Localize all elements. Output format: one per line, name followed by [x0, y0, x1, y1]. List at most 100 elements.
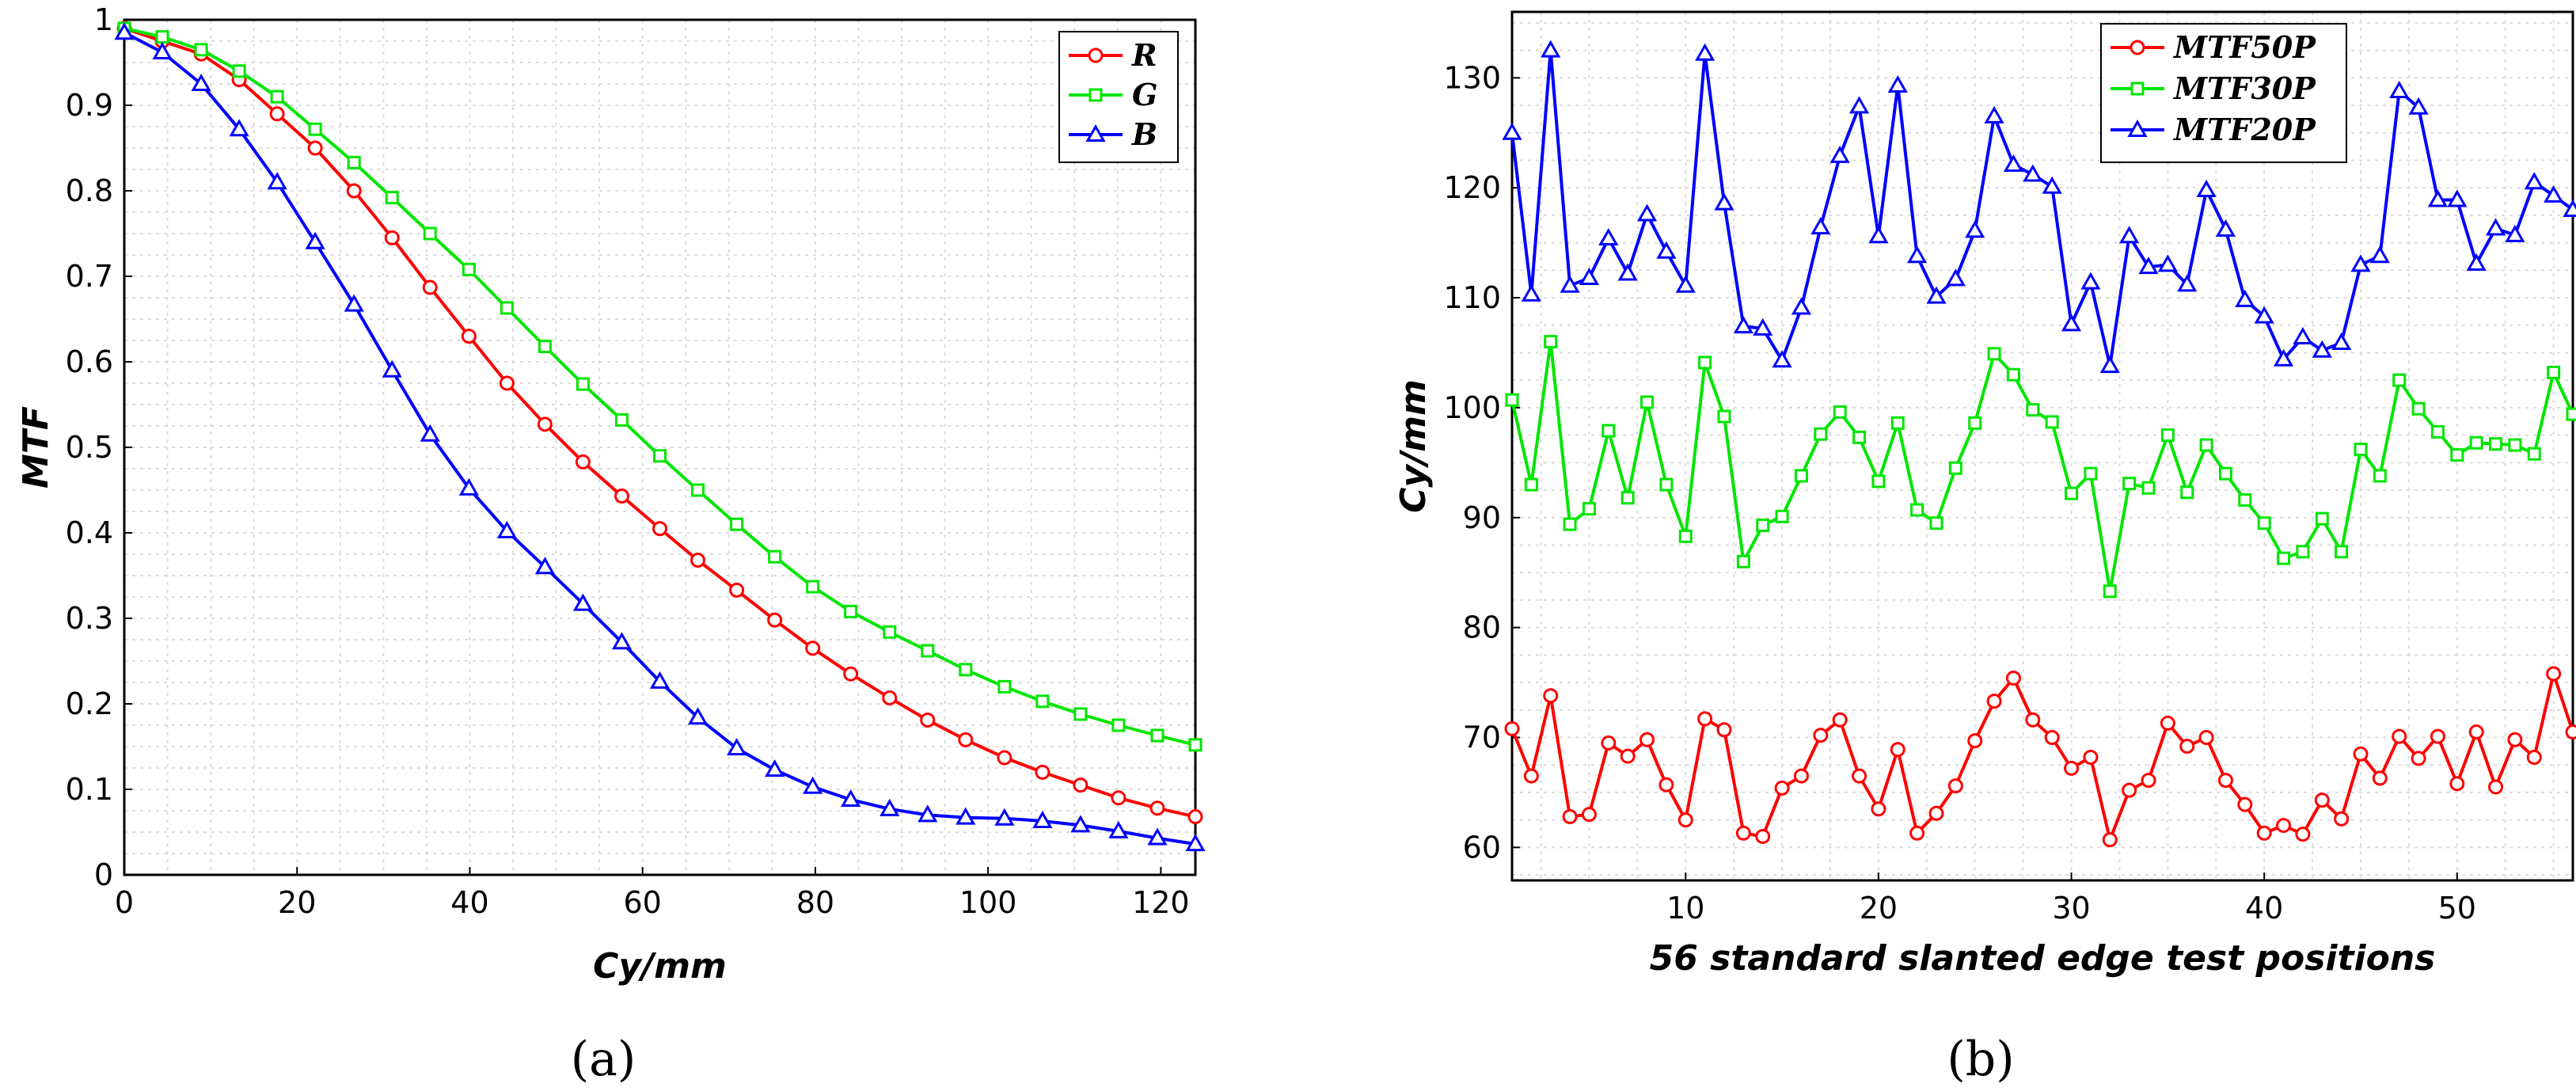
data-point-R [537, 416, 553, 432]
x-axis-label: 56 standard slanted edge test positions [1650, 938, 2436, 979]
data-point-MTF50P [1697, 711, 1713, 727]
data-point-R [422, 279, 438, 295]
data-point-MTF20P [1636, 203, 1658, 222]
data-point-MTF30P [2430, 424, 2445, 439]
data-point-MTF20P [2254, 306, 2274, 324]
data-point-MTF20P [1579, 268, 1600, 286]
data-point-MTF20P [1984, 105, 2004, 124]
data-point-G [155, 30, 169, 44]
data-point-MTF30P [2335, 545, 2349, 559]
data-point-R [461, 329, 477, 344]
data-point-MTF20P [2331, 332, 2352, 350]
y-axis-label: Cy/mm [1393, 379, 1434, 513]
data-point-MTF20P [2563, 199, 2576, 217]
data-point-MTF20P [1868, 226, 1889, 244]
data-point-MTF30P [2566, 407, 2576, 421]
data-point-MTF30P [2450, 448, 2464, 462]
data-point-MTF30P [1814, 427, 1828, 441]
data-point-MTF30P [2141, 481, 2156, 495]
data-point-MTF50P [2276, 818, 2292, 834]
y-tick-label: 0.3 [66, 601, 113, 636]
series-MTF50P [1504, 666, 2576, 848]
data-point-R [843, 666, 859, 682]
data-point-MTF50P [1774, 780, 1790, 796]
data-point-MTF30P [2469, 435, 2483, 450]
data-point-B [1147, 827, 1168, 846]
data-point-MTF30P [2199, 438, 2213, 452]
legend-label-G: G [1132, 77, 1157, 112]
series-MTF30P [1505, 335, 2576, 599]
data-point-MTF50P [1504, 720, 1520, 736]
legend-label-R: R [1131, 37, 1157, 73]
data-point-MTF30P [1717, 409, 1731, 424]
data-point-R [805, 641, 821, 656]
series-line-MTF50P [1510, 671, 2574, 842]
data-point-B [880, 798, 900, 816]
data-point-MTF30P [1544, 335, 1558, 349]
data-point-MTF50P [2025, 712, 2041, 728]
data-point-MTF30P [2277, 551, 2291, 565]
data-point-G [614, 412, 629, 427]
data-point-MTF50P [2565, 724, 2576, 740]
data-point-MTF20P [1772, 350, 1792, 368]
series-R [116, 21, 1203, 825]
data-point-G [997, 679, 1012, 694]
data-point-MTF20P [1753, 317, 1773, 336]
data-point-MTF30P [1659, 477, 1674, 492]
data-point-R [958, 732, 974, 747]
data-point-MTF20P [2273, 348, 2294, 367]
data-point-MTF30P [2373, 469, 2387, 483]
panel-b: 10 20 30 40 50 60 70 80 90 100 110 120 130 56 standar… [1393, 10, 2576, 1087]
data-point-G [1035, 694, 1050, 709]
data-point-R [384, 230, 400, 245]
data-point-MTF30P [1524, 477, 1538, 492]
data-point-G [194, 43, 208, 57]
data-point-MTF20P [1675, 275, 1696, 293]
data-point-MTF50P [2507, 732, 2523, 747]
data-point-MTF30P [2315, 511, 2329, 526]
data-point-B [727, 738, 747, 756]
data-point-MTF20P [1656, 241, 1677, 259]
data-point-MTF50P [1890, 742, 1905, 758]
x-axis-label: Cy/mm [593, 946, 727, 986]
data-point-MTF30P [2180, 485, 2194, 500]
data-point-MTF30P [1736, 554, 1750, 568]
data-point-G [691, 483, 705, 497]
x-tick-label: 50 [2438, 891, 2476, 926]
data-point-G [844, 604, 858, 618]
data-point-B [994, 808, 1015, 826]
data-point-G [232, 64, 246, 78]
data-point-MTF20P [2061, 314, 2082, 332]
data-point-R [920, 713, 936, 728]
data-point-B [956, 807, 976, 825]
data-point-MTF20P [2350, 254, 2371, 272]
data-point-R [1187, 809, 1203, 825]
data-point-MTF20P [1848, 96, 1870, 114]
data-point-MTF50P [2392, 728, 2407, 744]
data-point-MTF50P [2102, 832, 2118, 848]
data-point-MTF20P [2466, 253, 2487, 271]
data-point-MTF30P [2103, 584, 2117, 599]
y-tick-label: 0.8 [66, 173, 113, 208]
data-point-MTF30P [1640, 395, 1655, 409]
data-point-MTF20P [2389, 80, 2410, 98]
data-point-MTF20P [2447, 189, 2468, 207]
data-point-MTF50P [1677, 812, 1693, 828]
grid [1512, 12, 2573, 880]
data-point-MTF50P [2449, 776, 2465, 792]
data-point-MTF20P [1907, 245, 1928, 264]
data-point-B [114, 22, 135, 40]
data-point-MTF50P [2334, 811, 2350, 827]
data-point-MTF20P [1541, 40, 1561, 58]
data-point-MTF30P [2122, 477, 2137, 491]
data-point-R [614, 488, 629, 504]
data-point-MTF50P [1852, 768, 1867, 784]
data-point-MTF20P [1521, 283, 1541, 302]
data-point-R [767, 612, 783, 628]
data-point-B [152, 42, 173, 60]
legend-marker-R [1088, 48, 1104, 63]
data-point-MTF20P [2099, 355, 2120, 374]
data-point-R [882, 690, 898, 705]
data-point-MTF50P [1581, 807, 1597, 823]
data-point-G [538, 340, 552, 354]
